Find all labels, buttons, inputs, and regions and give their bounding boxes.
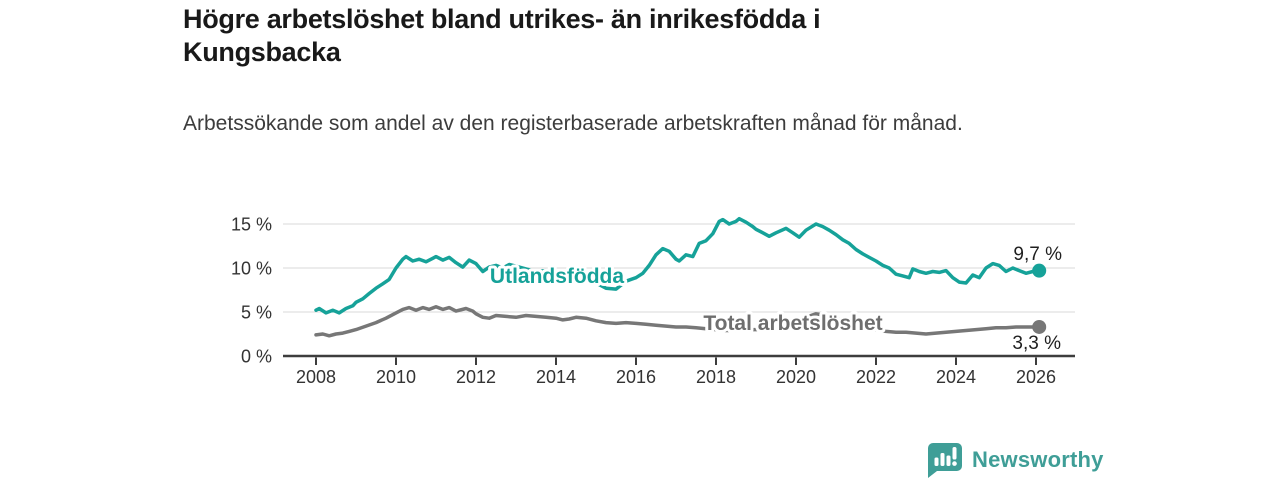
newsworthy-brand: Newsworthy [926,441,1104,479]
series-line-utlandsfodda [314,216,1041,315]
series-line-total [314,304,1041,338]
x-tick-label: 2022 [856,367,896,387]
chart-plot-area: 0 % 5 % 10 % 15 % 2008 2010 2012 2014 2016 2018 20… [231,215,1075,387]
bar-chart-bubble-icon [928,442,962,478]
end-value-label-total: 3,3 % [1012,333,1061,354]
x-tick-label: 2018 [696,367,736,387]
bar-3 [946,455,951,466]
series-label-total-arbetsloshet: Total arbetslöshet [703,312,882,335]
y-tick-label: 10 % [231,259,272,279]
x-tick-label: 2010 [376,367,416,387]
series-label-utlandsfodda: Utlandsfödda [490,265,624,288]
exclamation-bar [952,446,957,459]
end-value-label-utlandsfodda: 9,7 % [1013,244,1062,265]
bar-1 [934,457,939,466]
x-tick-label: 2026 [1016,367,1056,387]
x-tick-label: 2014 [536,367,576,387]
brand-name: Newsworthy [972,447,1104,472]
x-tick-label: 2016 [616,367,656,387]
series-end-dot-total [1032,319,1047,334]
bubble-shape [928,442,962,478]
bar-2 [940,452,945,466]
x-tick-label: 2020 [776,367,816,387]
x-tick-label: 2008 [296,367,336,387]
x-tick-label: 2012 [456,367,496,387]
y-tick-label: 15 % [231,215,272,235]
page-subtitle: Arbetssökande som andel av den registerb… [183,112,963,135]
y-tick-label: 0 % [241,347,272,367]
exclamation-dot [952,460,957,466]
y-tick-label: 5 % [241,303,272,323]
x-tick-label: 2024 [936,367,976,387]
page-title: Högre arbetslöshet bland utrikes- än inr… [183,4,821,67]
series-end-dot-utlandsfodda [1032,263,1047,278]
